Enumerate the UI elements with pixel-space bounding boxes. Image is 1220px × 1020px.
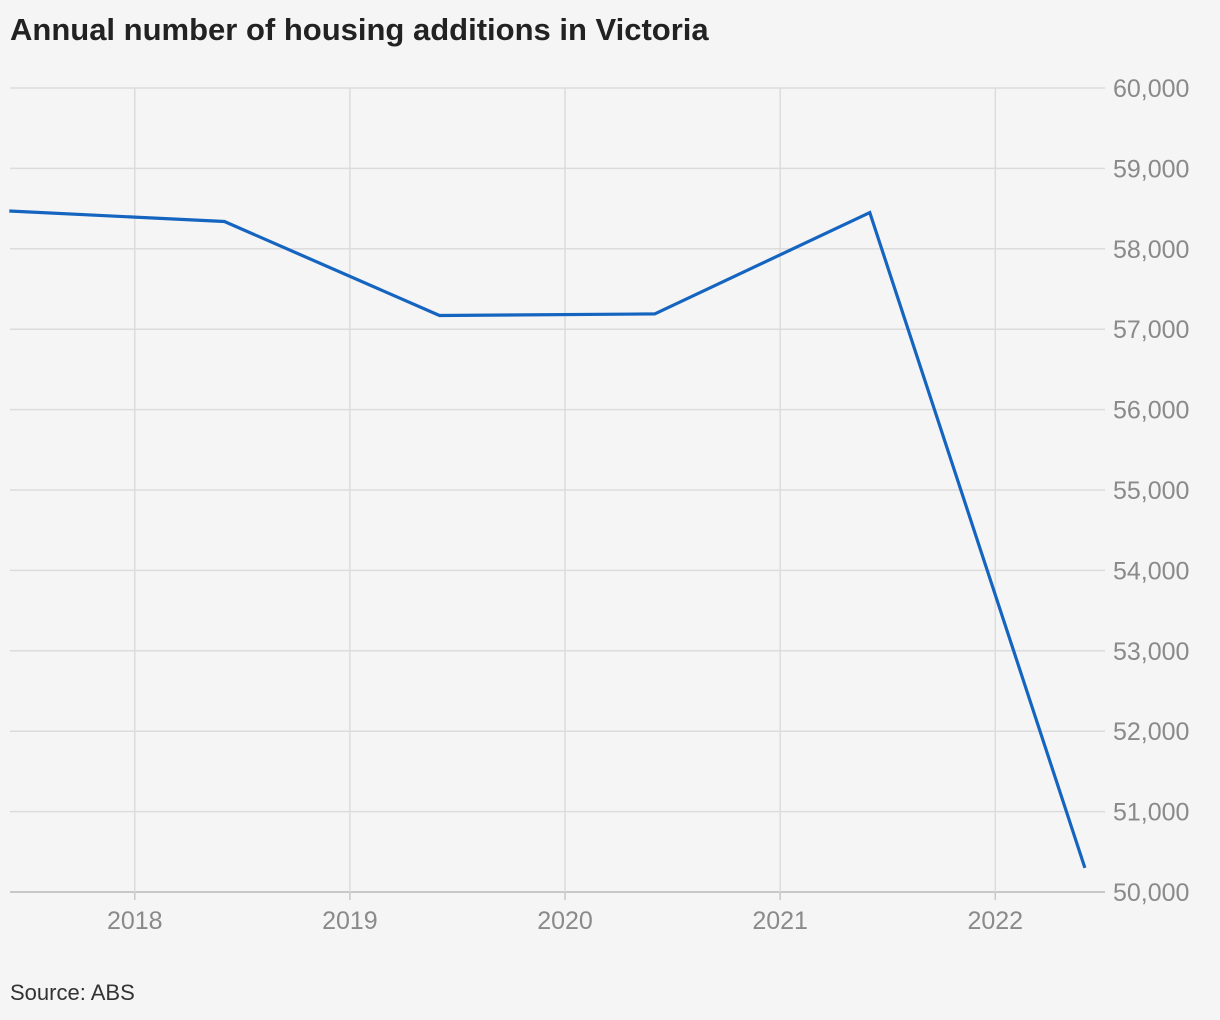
series-line bbox=[9, 209, 1087, 869]
y-tick-label: 52,000 bbox=[1113, 718, 1189, 746]
series-layer bbox=[9, 209, 1087, 869]
x-tick-label: 2021 bbox=[752, 907, 808, 935]
gridlines bbox=[10, 87, 1105, 900]
y-tick-label: 56,000 bbox=[1113, 397, 1189, 425]
y-tick-label: 55,000 bbox=[1113, 477, 1189, 505]
y-tick-label: 50,000 bbox=[1113, 879, 1189, 907]
chart-title: Annual number of housing additions in Vi… bbox=[10, 12, 709, 47]
x-tick-label: 2019 bbox=[322, 907, 378, 935]
x-axis-ticks: 2018 2019 2020 2021 2022 bbox=[107, 907, 1023, 935]
source-note: Source: ABS bbox=[10, 980, 135, 1005]
y-axis-ticks: 50,000 51,000 52,000 53,000 54,000 55,000 56,0… bbox=[1113, 75, 1189, 907]
x-tick-label: 2020 bbox=[537, 907, 593, 935]
y-tick-label: 53,000 bbox=[1113, 638, 1189, 666]
y-tick-label: 54,000 bbox=[1113, 557, 1189, 585]
y-tick-label: 57,000 bbox=[1113, 316, 1189, 344]
y-tick-label: 51,000 bbox=[1113, 799, 1189, 827]
y-tick-label: 59,000 bbox=[1113, 155, 1189, 183]
y-tick-label: 58,000 bbox=[1113, 236, 1189, 264]
y-tick-label: 60,000 bbox=[1113, 75, 1189, 103]
x-tick-label: 2022 bbox=[967, 907, 1023, 935]
x-tick-label: 2018 bbox=[107, 907, 163, 935]
